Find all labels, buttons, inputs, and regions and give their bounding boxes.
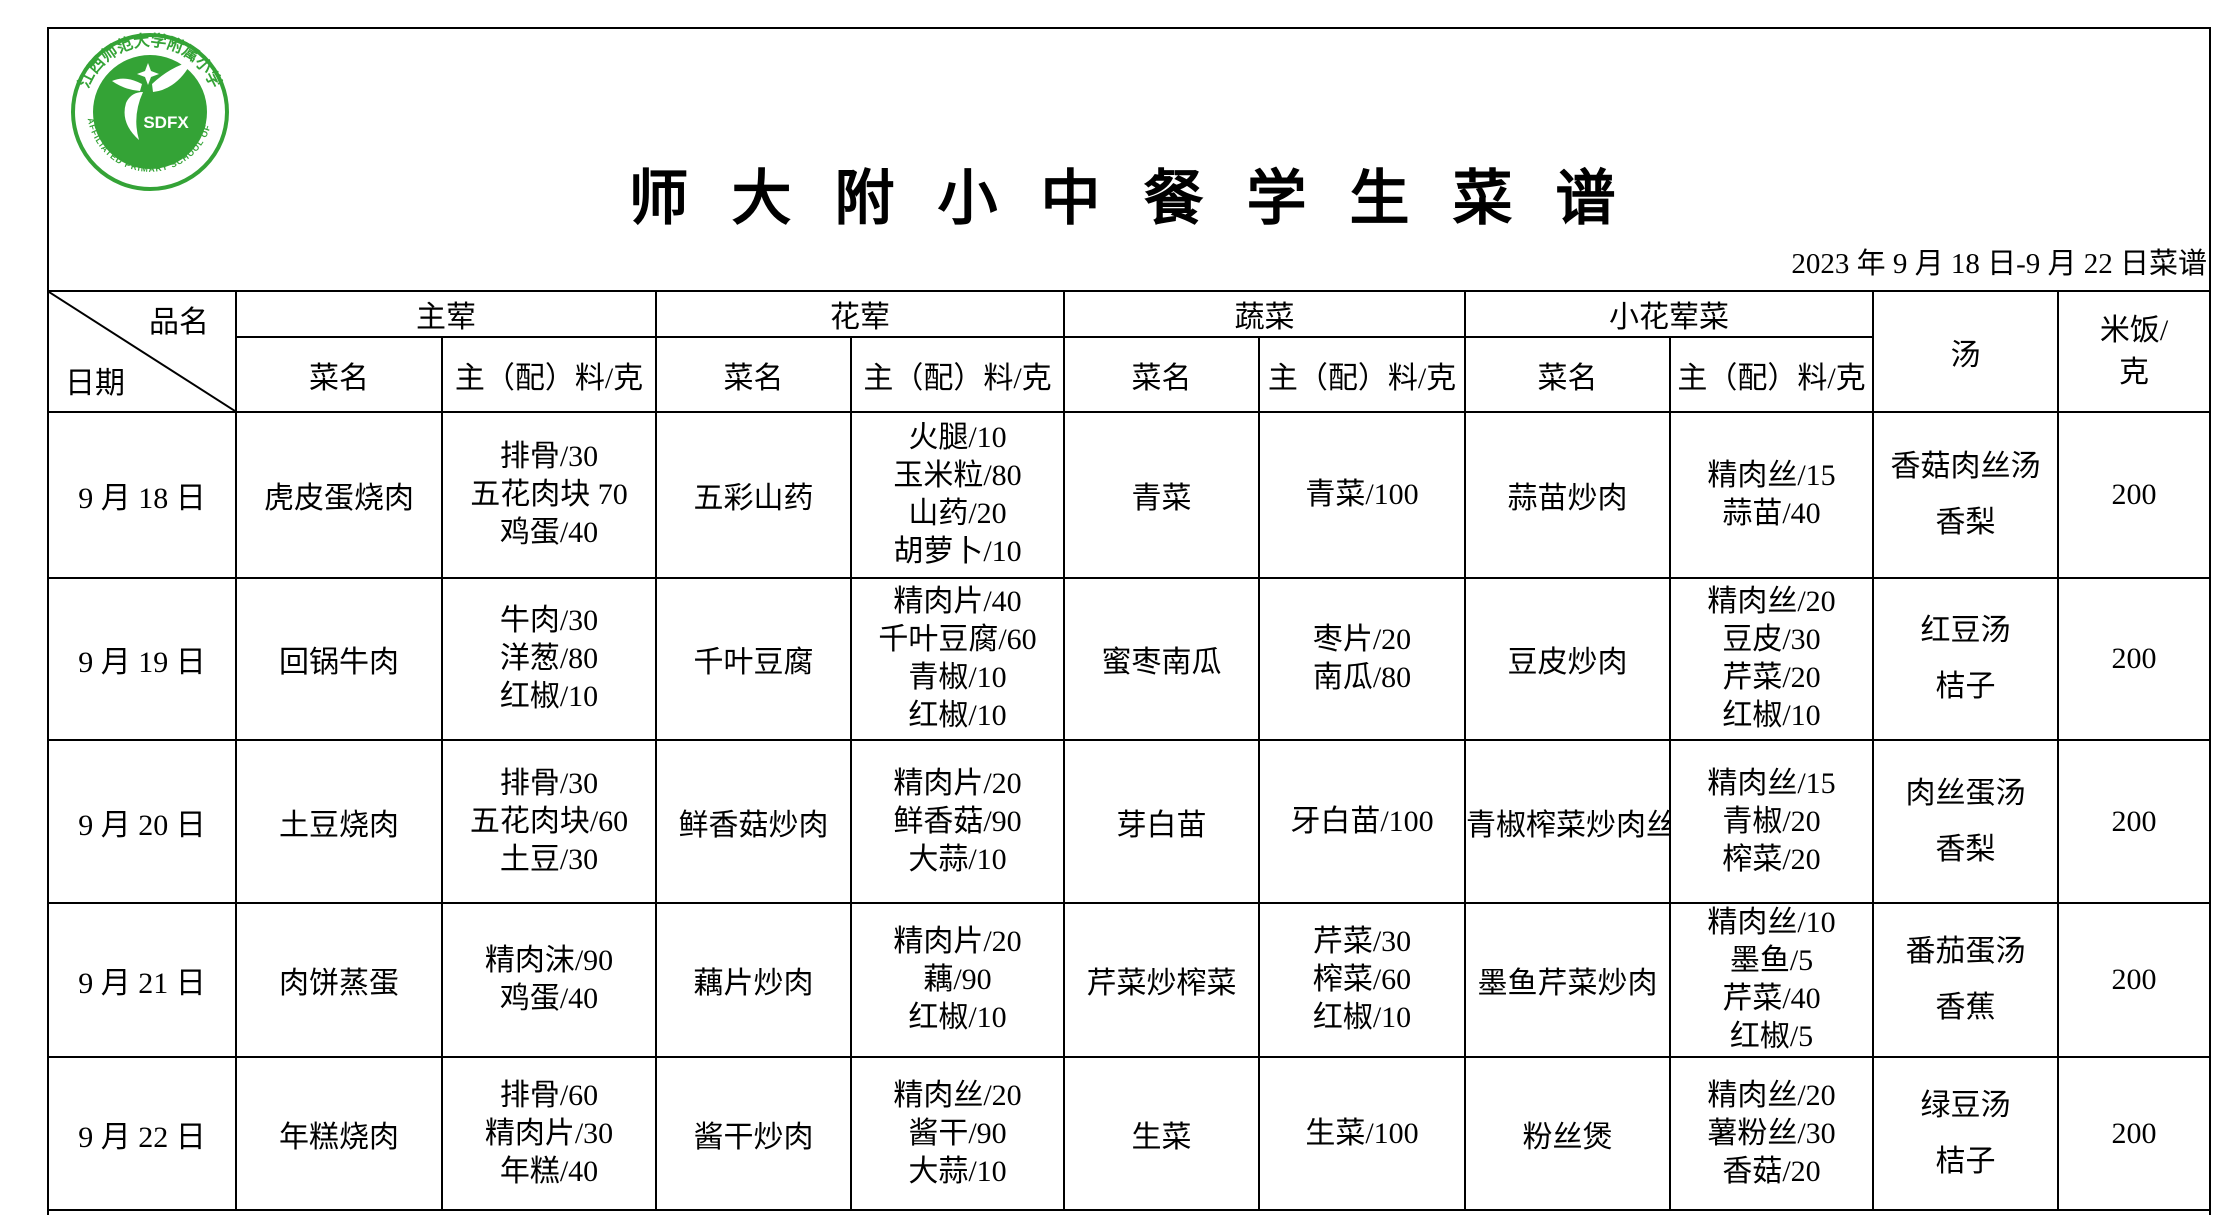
column-group-header: 主荤 (235, 290, 657, 338)
table-row: 9 月 22 日 年糕烧肉 排骨/60 精肉片/30 年糕/40 酱干炒肉 精肉丝/… (47, 1056, 2211, 1211)
table-row: 9 月 19 日 回锅牛肉 牛肉/30 洋葱/80 红椒/10 千叶豆腐 精肉片/4… (47, 577, 2211, 741)
rice-cell: 200 (2057, 739, 2211, 904)
dish-name-cell: 蒜苗炒肉 (1464, 411, 1671, 579)
soup-cell: 番茄蛋汤 香蕉 (1872, 902, 2059, 1058)
dish-ingredients-cell: 精肉沫/90 鸡蛋/40 (441, 902, 657, 1058)
logo-figure-icon (112, 61, 192, 140)
diagonal-line-icon (50, 293, 234, 410)
date-range-label: 2023 年 9 月 18 日-9 月 22 日菜谱 (1791, 248, 2207, 280)
dish-ingredients-cell: 牛肉/30 洋葱/80 红椒/10 (441, 577, 657, 741)
dish-name-cell: 酱干炒肉 (655, 1056, 852, 1211)
dish-ingredients-cell: 排骨/30 五花肉块/60 土豆/30 (441, 739, 657, 904)
dish-ingredients-cell: 精肉片/40 千叶豆腐/60 青椒/10 红椒/10 (850, 577, 1065, 741)
column-subheader: 菜名 (235, 336, 443, 413)
dish-name-cell: 五彩山药 (655, 411, 852, 579)
logo-monogram: SDFX (143, 113, 189, 132)
menu-table: 品名 日期 主荤 花荤 蔬菜 小花荤菜 汤 米饭/克 菜名 主（配）料/克 菜名… (47, 290, 2211, 1211)
corner-cell: 品名 日期 (47, 290, 237, 413)
soup-cell: 香菇肉丝汤 香梨 (1872, 411, 2059, 579)
dish-ingredients-cell: 精肉片/20 藕/90 红椒/10 (850, 902, 1065, 1058)
rice-cell: 200 (2057, 577, 2211, 741)
dish-name-cell: 粉丝煲 (1464, 1056, 1671, 1211)
dish-ingredients-cell: 精肉丝/20 酱干/90 大蒜/10 (850, 1056, 1065, 1211)
column-subheader: 菜名 (1464, 336, 1671, 413)
corner-top-label: 品名 (149, 306, 209, 339)
column-subheader: 菜名 (1063, 336, 1260, 413)
dish-name-cell: 鲜香菇炒肉 (655, 739, 852, 904)
soup-cell: 绿豆汤 桔子 (1872, 1056, 2059, 1211)
dish-name-cell: 肉饼蒸蛋 (235, 902, 443, 1058)
column-subheader: 主（配）料/克 (1258, 336, 1466, 413)
date-cell: 9 月 22 日 (47, 1056, 237, 1211)
dish-name-cell: 豆皮炒肉 (1464, 577, 1671, 741)
dish-ingredients-cell: 精肉丝/15 青椒/20 榨菜/20 (1669, 739, 1874, 904)
soup-header: 汤 (1872, 290, 2059, 413)
dish-name-cell: 虎皮蛋烧肉 (235, 411, 443, 579)
dish-name-cell: 年糕烧肉 (235, 1056, 443, 1211)
dish-ingredients-cell: 牙白苗/100 (1258, 739, 1466, 904)
dish-ingredients-cell: 精肉丝/20 豆皮/30 芹菜/20 红椒/10 (1669, 577, 1874, 741)
dish-ingredients-cell: 生菜/100 (1258, 1056, 1466, 1211)
dish-ingredients-cell: 青菜/100 (1258, 411, 1466, 579)
dish-ingredients-cell: 火腿/10 玉米粒/80 山药/20 胡萝卜/10 (850, 411, 1065, 579)
dish-ingredients-cell: 精肉片/20 鲜香菇/90 大蒜/10 (850, 739, 1065, 904)
dish-name-cell: 芹菜炒榨菜 (1063, 902, 1260, 1058)
table-row: 9 月 21 日 肉饼蒸蛋 精肉沫/90 鸡蛋/40 藕片炒肉 精肉片/20 藕/9… (47, 902, 2211, 1058)
date-cell: 9 月 19 日 (47, 577, 237, 741)
dish-name-cell: 生菜 (1063, 1056, 1260, 1211)
dish-name-cell: 芽白苗 (1063, 739, 1260, 904)
soup-cell: 红豆汤 桔子 (1872, 577, 2059, 741)
rice-cell: 200 (2057, 1056, 2211, 1211)
dish-ingredients-cell: 精肉丝/20 薯粉丝/30 香菇/20 (1669, 1056, 1874, 1211)
column-group-header: 小花荤菜 (1464, 290, 1874, 338)
dish-name-cell: 青菜 (1063, 411, 1260, 579)
date-cell: 9 月 20 日 (47, 739, 237, 904)
dish-name-cell: 藕片炒肉 (655, 902, 852, 1058)
column-subheader: 主（配）料/克 (850, 336, 1065, 413)
school-logo: 江西师范大学附属小学 THE AFFILIATED PRIMARY SCHOOL… (64, 22, 232, 194)
dish-ingredients-cell: 芹菜/30 榨菜/60 红椒/10 (1258, 902, 1466, 1058)
date-cell: 9 月 21 日 (47, 902, 237, 1058)
dish-name-cell: 蜜枣南瓜 (1063, 577, 1260, 741)
table-row: 9 月 18 日 虎皮蛋烧肉 排骨/30 五花肉块 70 鸡蛋/40 五彩山药 火腿… (47, 411, 2211, 579)
dish-ingredients-cell: 精肉丝/10 墨鱼/5 芹菜/40 红椒/5 (1669, 902, 1874, 1058)
table-row: 9 月 20 日 土豆烧肉 排骨/30 五花肉块/60 土豆/30 鲜香菇炒肉 精肉… (47, 739, 2211, 904)
dish-ingredients-cell: 精肉丝/15 蒜苗/40 (1669, 411, 1874, 579)
header-sub-row: 菜名 主（配）料/克 菜名 主（配）料/克 菜名 主（配）料/克 菜名 主（配）… (48, 336, 2210, 413)
page-title: 师 大 附 小 中 餐 学 生 菜 谱 (628, 166, 1630, 232)
school-logo-icon: 江西师范大学附属小学 THE AFFILIATED PRIMARY SCHOOL… (64, 22, 229, 191)
rice-cell: 200 (2057, 902, 2211, 1058)
dish-ingredients-cell: 排骨/30 五花肉块 70 鸡蛋/40 (441, 411, 657, 579)
column-subheader: 菜名 (655, 336, 852, 413)
header-group-row: 品名 日期 主荤 花荤 蔬菜 小花荤菜 汤 米饭/克 (47, 290, 2211, 413)
column-group-header: 花荤 (655, 290, 1065, 338)
dish-name-cell: 土豆烧肉 (235, 739, 443, 904)
dish-name-cell: 墨鱼芹菜炒肉 (1464, 902, 1671, 1058)
date-cell: 9 月 18 日 (47, 411, 237, 579)
soup-cell: 肉丝蛋汤 香梨 (1872, 739, 2059, 904)
dish-name-cell: 回锅牛肉 (235, 577, 443, 741)
corner-bottom-label: 日期 (65, 367, 125, 400)
rice-cell: 200 (2057, 411, 2211, 579)
dish-ingredients-cell: 枣片/20 南瓜/80 (1258, 577, 1466, 741)
dish-ingredients-cell: 排骨/60 精肉片/30 年糕/40 (441, 1056, 657, 1211)
rice-header: 米饭/克 (2057, 290, 2211, 413)
column-subheader: 主（配）料/克 (1669, 336, 1874, 413)
column-group-header: 蔬菜 (1063, 290, 1466, 338)
dish-name-cell: 青椒榨菜炒肉丝 (1464, 739, 1671, 904)
dish-name-cell: 千叶豆腐 (655, 577, 852, 741)
column-subheader: 主（配）料/克 (441, 336, 657, 413)
